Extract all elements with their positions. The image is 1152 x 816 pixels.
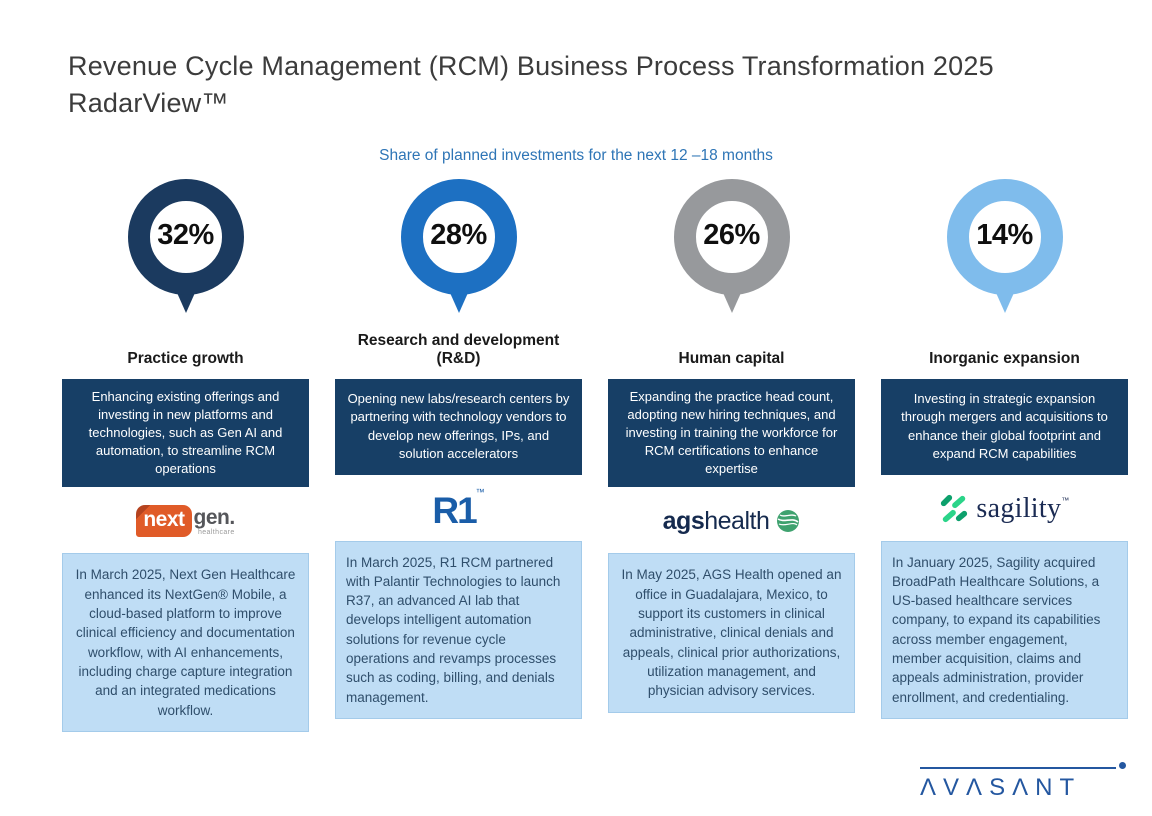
sagility-wordmark: sagility™: [976, 492, 1070, 524]
news-detail-text: In May 2025, AGS Health opened an office…: [621, 567, 842, 699]
summary-text: Opening new labs/research centers by par…: [347, 391, 570, 461]
nextgen-healthcare-logo: next gen. healthcare: [136, 505, 236, 538]
nextgen-logo-healthcare-text: healthcare: [197, 528, 235, 536]
summary-text: Enhancing existing offerings and investi…: [88, 388, 283, 477]
nextgen-logo-next-text: next: [143, 508, 185, 532]
sagility-icon: [941, 494, 968, 522]
ags-health-logo: ags health: [663, 507, 801, 536]
r1-logo-text: R1: [432, 490, 477, 531]
map-pin-icon: [673, 178, 790, 313]
ags-logo-ags-text: ags: [662, 506, 705, 535]
percent-value: 32%: [157, 218, 214, 251]
map-pin-icon: [127, 178, 244, 313]
pin-human-capital: 26%: [608, 177, 855, 327]
percent-value: 14%: [976, 218, 1033, 251]
percent-value: 28%: [430, 218, 487, 251]
logo-row: R1™: [335, 483, 582, 535]
summary-box: Investing in strategic expansion through…: [881, 378, 1128, 475]
trademark-symbol: ™: [475, 487, 485, 497]
category-label: Research and development (R&D): [357, 331, 560, 368]
avasant-logo: ΛVΛSΛNT: [920, 762, 1126, 802]
nextgen-logo-orange-box: next: [136, 505, 192, 538]
pin-practice-growth: 32%: [62, 177, 309, 327]
summary-text: Expanding the practice head count, adopt…: [625, 388, 838, 477]
logo-row: ags health: [608, 495, 855, 547]
pin-inorganic-expansion: 14%: [881, 177, 1128, 327]
news-detail-text: In March 2025, Next Gen Healthcare enhan…: [75, 567, 296, 718]
category-label: Human capital: [678, 350, 785, 368]
category-label: Practice growth: [127, 350, 244, 368]
trademark-symbol: ™: [1061, 495, 1070, 505]
investment-columns: 32% Practice growth Enhancing existing o…: [62, 177, 1128, 732]
percent-value: 26%: [703, 218, 760, 251]
nextgen-logo-gen-text: gen.: [193, 505, 236, 529]
r1-rcm-logo: R1™: [432, 487, 485, 531]
map-pin-icon: [400, 178, 517, 313]
pin-research-development: 28%: [335, 177, 582, 327]
summary-box: Expanding the practice head count, adopt…: [608, 378, 855, 488]
summary-text: Investing in strategic expansion through…: [901, 391, 1108, 461]
column-research-development: 28% Research and development (R&D) Openi…: [335, 177, 582, 732]
column-human-capital: 26% Human capital Expanding the practice…: [608, 177, 855, 732]
news-detail-text: In January 2025, Sagility acquired Broad…: [892, 554, 1101, 705]
summary-box: Enhancing existing offerings and investi…: [62, 378, 309, 488]
avasant-wordmark: ΛVΛSΛNT: [920, 774, 1082, 801]
news-detail-box: In March 2025, Next Gen Healthcare enhan…: [62, 553, 309, 732]
news-detail-box: In January 2025, Sagility acquired Broad…: [881, 540, 1128, 719]
logo-row: sagility™: [881, 483, 1128, 535]
summary-box: Opening new labs/research centers by par…: [335, 378, 582, 475]
news-detail-box: In May 2025, AGS Health opened an office…: [608, 553, 855, 713]
category-label: Inorganic expansion: [929, 350, 1080, 368]
avasant-logo-dot: [1119, 762, 1126, 769]
ags-logo-health-text: health: [704, 506, 770, 535]
map-pin-icon: [946, 178, 1063, 313]
sagility-logo: sagility™: [939, 494, 1069, 524]
column-practice-growth: 32% Practice growth Enhancing existing o…: [62, 177, 309, 732]
column-inorganic-expansion: 14% Inorganic expansion Investing in str…: [881, 177, 1128, 732]
page-title: Revenue Cycle Management (RCM) Business …: [68, 51, 994, 119]
ags-globe-icon: [777, 510, 800, 533]
logo-row: next gen. healthcare: [62, 495, 309, 547]
chart-subtitle: Share of planned investments for the nex…: [379, 146, 773, 164]
news-detail-text: In March 2025, R1 RCM partnered with Pal…: [346, 554, 561, 705]
news-detail-box: In March 2025, R1 RCM partnered with Pal…: [335, 540, 582, 719]
